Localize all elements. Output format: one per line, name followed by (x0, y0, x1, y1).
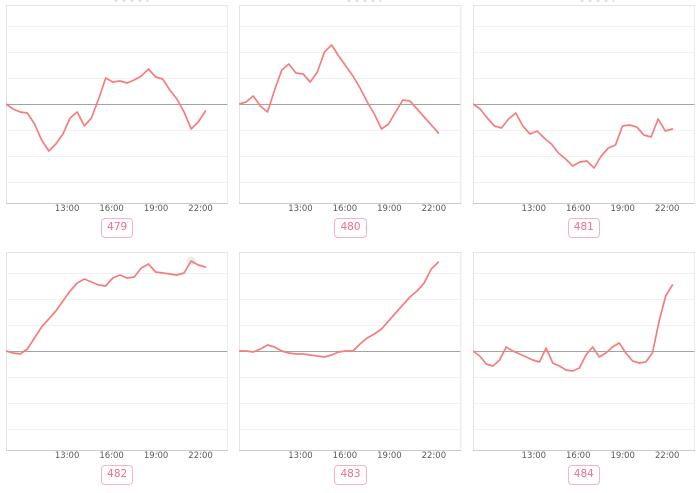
x-tick-label: 22:00 (421, 451, 447, 461)
x-tick-label: 13:00 (54, 451, 80, 461)
chart-badge-link[interactable]: 483 (334, 465, 367, 485)
chart-cell: 13:00 16:00 19:00 22:00 480 (233, 0, 466, 247)
chart-panel[interactable] (239, 5, 462, 208)
chart-panel[interactable] (6, 5, 229, 208)
x-tick-label: 16:00 (566, 451, 591, 461)
line-chart-svg[interactable] (6, 252, 229, 455)
data-line (472, 284, 673, 372)
x-tick-label: 16:00 (332, 451, 358, 461)
x-tick-label: 22:00 (421, 204, 447, 214)
badge-row: 481 (473, 218, 695, 238)
clipped-title-fragment (113, 0, 148, 2)
clipped-title-fragment (347, 0, 382, 2)
badge-row: 480 (239, 218, 461, 238)
chart-panel[interactable] (239, 252, 462, 455)
x-axis-labels: 13:00 16:00 19:00 22:00 (239, 450, 461, 462)
x-axis-labels: 13:00 16:00 19:00 22:00 (6, 203, 228, 215)
x-tick-label: 19:00 (143, 451, 169, 461)
x-tick-label: 19:00 (377, 451, 402, 461)
chart-cell: 13:00 16:00 19:00 22:00 483 (233, 247, 466, 493)
x-tick-label: 22:00 (188, 451, 213, 461)
x-axis-labels: 13:00 16:00 19:00 22:00 (473, 450, 695, 462)
x-axis-labels: 13:00 16:00 19:00 22:00 (239, 203, 461, 215)
chart-panel[interactable] (6, 252, 229, 455)
badge-row: 482 (6, 465, 228, 485)
chart-badge-link[interactable]: 484 (567, 465, 600, 485)
line-chart-svg[interactable] (472, 252, 695, 455)
chart-panel[interactable] (472, 252, 695, 455)
x-tick-label: 19:00 (610, 204, 635, 214)
badge-row: 484 (473, 465, 695, 485)
data-line (239, 44, 440, 134)
x-tick-label: 13:00 (521, 204, 547, 214)
x-tick-label: 16:00 (566, 204, 591, 214)
x-tick-label: 19:00 (610, 451, 635, 461)
x-tick-label: 13:00 (521, 451, 547, 461)
x-tick-label: 13:00 (288, 204, 313, 214)
data-line (6, 260, 207, 355)
line-chart-svg[interactable] (239, 5, 462, 208)
badge-row: 479 (6, 218, 228, 238)
x-tick-label: 22:00 (654, 204, 680, 214)
data-line (239, 261, 440, 358)
chart-cell: 13:00 16:00 19:00 22:00 479 (0, 0, 233, 247)
badge-row: 483 (239, 465, 461, 485)
x-tick-label: 16:00 (99, 451, 124, 461)
x-tick-label: 16:00 (332, 204, 358, 214)
chart-badge-link[interactable]: 481 (567, 218, 600, 238)
x-tick-label: 22:00 (654, 451, 680, 461)
chart-cell: 13:00 16:00 19:00 22:00 481 (467, 0, 700, 247)
chart-badge-link[interactable]: 480 (334, 218, 367, 238)
line-chart-svg[interactable] (472, 5, 695, 208)
chart-cell: 13:00 16:00 19:00 22:00 482 (0, 247, 233, 493)
data-line (6, 68, 207, 152)
line-chart-svg[interactable] (6, 5, 229, 208)
data-line (472, 103, 673, 169)
chart-badge-link[interactable]: 482 (101, 465, 134, 485)
x-tick-label: 19:00 (377, 204, 402, 214)
chart-cell: 13:00 16:00 19:00 22:00 484 (467, 247, 700, 493)
x-tick-label: 19:00 (143, 204, 169, 214)
x-axis-labels: 13:00 16:00 19:00 22:00 (473, 203, 695, 215)
x-axis-labels: 13:00 16:00 19:00 22:00 (6, 450, 228, 462)
line-chart-svg[interactable] (239, 252, 462, 455)
x-tick-label: 22:00 (188, 204, 213, 214)
x-tick-label: 16:00 (99, 204, 124, 214)
chart-panel[interactable] (472, 5, 695, 208)
clipped-title-fragment (580, 0, 615, 2)
x-tick-label: 13:00 (288, 451, 313, 461)
chart-badge-link[interactable]: 479 (101, 218, 134, 238)
x-tick-label: 13:00 (54, 204, 80, 214)
